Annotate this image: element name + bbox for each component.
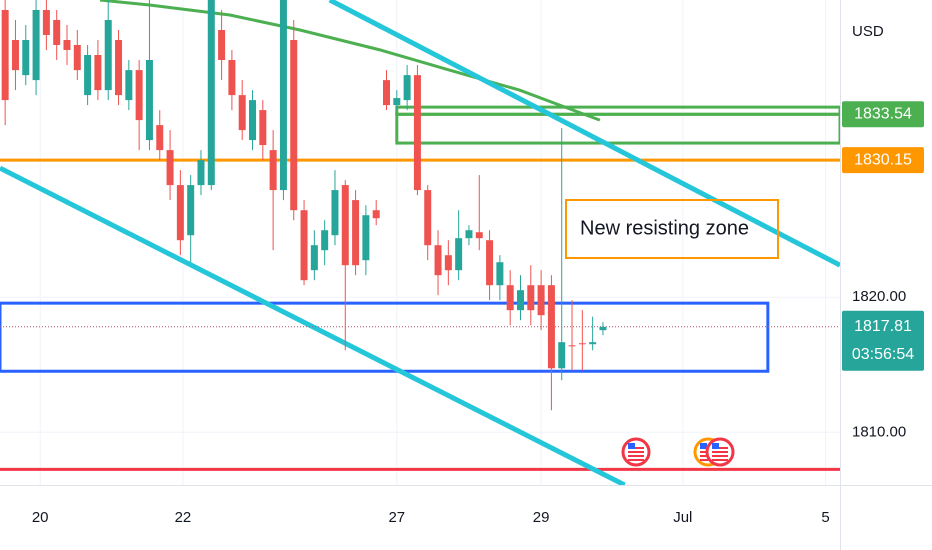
flag-canton [628,443,635,449]
flag-canton [700,443,707,449]
y-tick-label: 1810.00 [852,423,906,440]
candle-body [547,285,555,369]
candle-body [383,80,391,106]
candle-body [506,285,514,311]
candle-body [465,230,473,239]
trend-line [328,0,840,268]
candle-body [496,262,504,286]
candle-body [259,110,267,146]
candle-body [63,39,71,50]
candle-body [228,59,236,96]
candle-body [73,44,81,71]
candle-body [568,345,576,347]
candle-body [362,215,370,261]
x-tick-label: Jul [673,509,692,526]
flag-stripe [712,451,728,453]
candle-body [393,98,401,106]
candle-body [589,342,597,345]
x-tick-label: 22 [175,509,192,526]
candle-body [578,343,586,345]
price-label-box [842,101,924,128]
candle-body [238,95,246,131]
last-price-box [842,310,924,371]
countdown-label: 03:56:54 [852,346,914,363]
flag-stripe [712,459,728,461]
candle-body [486,240,494,286]
candle-body [434,245,442,276]
annotation-text: New resisting zone [580,217,749,239]
candle-body [207,0,215,186]
candle-body [290,39,298,211]
price-label: 1830.15 [854,151,912,168]
candle-body [42,9,50,35]
last-price-label: 1817.81 [854,318,912,335]
zone [395,112,840,145]
candle-body [156,125,164,151]
candle-body [249,100,257,141]
candle-body [321,230,329,251]
candle-body [84,54,92,96]
candle-body [125,70,133,101]
candle-body [11,39,19,71]
candle-body [403,75,411,101]
candle-body [135,70,143,121]
candle-body [455,238,463,271]
candle-body [115,39,123,96]
candle-body [187,185,195,236]
flag-stripe [712,447,728,449]
y-tick-label: 1820.00 [852,288,906,305]
candle-body [372,210,380,219]
candle-body [176,185,184,241]
candle-body [94,54,102,91]
price-label: 1833.54 [854,106,912,123]
x-tick-label: 29 [533,509,550,526]
candle-body [341,185,349,266]
x-tick-label: 27 [388,509,405,526]
flag-stripe [628,459,644,461]
annotation-box [565,199,779,259]
candle-body [537,285,545,316]
candle-body [331,190,339,236]
moving-average [99,0,601,122]
flag-canton [712,443,719,449]
candle-body [310,245,318,271]
candle-body [197,160,205,186]
x-tick-label: 20 [32,509,49,526]
candle-body [104,19,112,91]
candle-body [53,19,61,45]
x-tick-label: 5 [821,509,829,526]
candle-body [32,9,40,81]
candle-body [527,285,535,311]
candle-body [424,190,432,246]
candle-body [300,210,308,281]
candle-body [145,59,153,141]
zone [0,301,770,373]
flag-stripe [628,451,644,453]
price-label-box [842,147,924,174]
candle-body [558,342,566,369]
candle-body [516,290,524,311]
candle-body [475,232,483,239]
flag-stripe [712,455,728,457]
candle-body [352,200,360,266]
candle-body [22,39,30,76]
currency-label: USD [852,23,884,40]
candle-body [279,0,287,191]
candle-body [444,255,452,271]
flag-stripe [628,447,644,449]
candle-body [218,29,226,60]
candle-body [599,326,607,331]
candle-body [166,150,174,186]
flag-stripe [628,455,644,457]
plot-area [0,0,840,485]
candle-body [1,9,9,101]
candle-body [413,75,421,191]
candle-body [269,150,277,191]
